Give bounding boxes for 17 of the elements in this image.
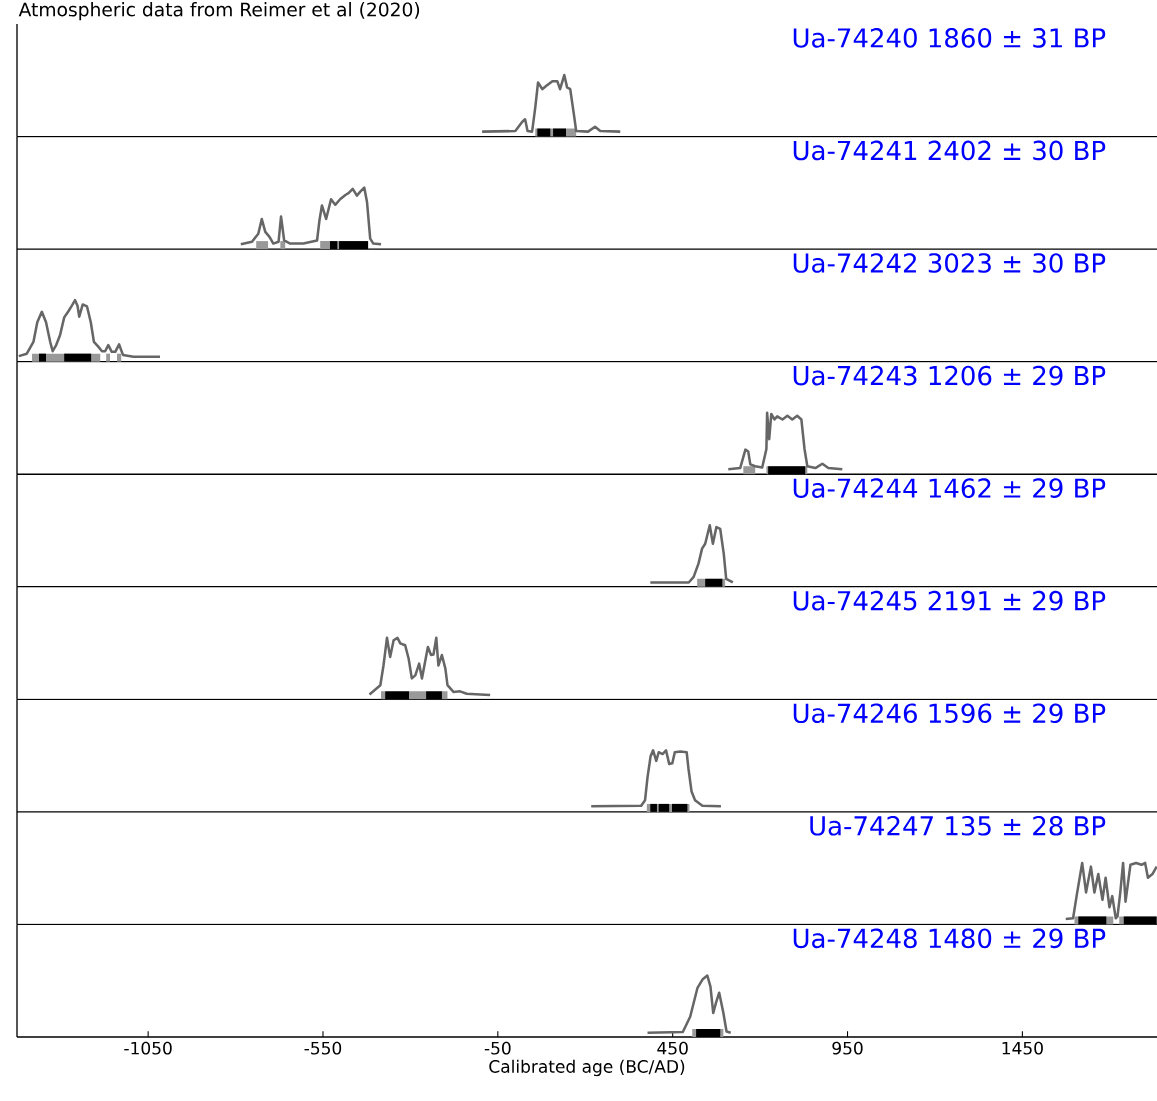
- text: Atmospheric data from Reimer et al (2020): [18, 2, 420, 21]
- x-tick-label: -50: [484, 1041, 511, 1055]
- x-tick-label: -1050: [124, 1041, 172, 1055]
- x-tick-label: -550: [304, 1041, 342, 1055]
- chart-title: Ua-74242 3023 ± 30 BP: [793, 253, 1106, 273]
- x-tick-label: 1450: [1002, 1041, 1043, 1055]
- chart-title: Ua-74243 1206 ± 29 BP: [793, 365, 1106, 386]
- chart-title: Ua-74241 2402 ± 30 BP: [793, 140, 1106, 161]
- x-tick-label: 450: [657, 1041, 688, 1055]
- chart-title: Ua-74245 2191 ± 29 BP: [793, 590, 1106, 611]
- chart-title: Ua-74240 1860 ± 31 BP: [793, 28, 1106, 48]
- chart-title: Ua-74247 135 ± 28 BP: [810, 815, 1106, 836]
- chart-title: Ua-74248 1480 ± 29 BP: [793, 928, 1106, 949]
- x-tick-label: 950: [832, 1041, 863, 1055]
- chart-title: Ua-74246 1596 ± 29 BP: [793, 703, 1106, 724]
- x-axis-title: Calibrated age (BC/AD): [489, 1059, 685, 1077]
- chart-title: Ua-74244 1462 ± 29 BP: [793, 478, 1106, 498]
